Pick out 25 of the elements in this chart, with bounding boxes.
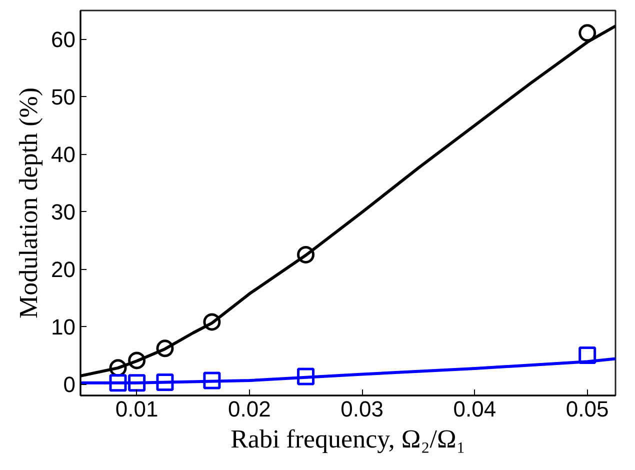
point <box>156 340 174 358</box>
point <box>203 313 221 331</box>
point <box>128 352 146 370</box>
y-tick-label: 0 <box>63 372 76 398</box>
y-tick-label: 10 <box>51 314 76 340</box>
x-tick-label: 0.02 <box>228 396 271 422</box>
x-tick-label: 0.05 <box>566 396 609 422</box>
point <box>297 368 315 386</box>
x-axis-title: Rabi frequency, Ω₂/Ω₁ <box>230 424 466 454</box>
point <box>297 246 315 264</box>
point <box>578 346 596 364</box>
point <box>203 372 221 390</box>
x-tick-label: 0.03 <box>340 396 384 422</box>
y-tick-label: 30 <box>51 200 76 225</box>
y-tick-label: 50 <box>51 84 76 110</box>
y-axis-title: Modulation depth (%) <box>14 87 44 319</box>
x-tick-label: 0.04 <box>453 396 496 422</box>
point <box>156 374 174 392</box>
point <box>109 374 127 392</box>
point <box>578 24 596 42</box>
point <box>128 374 146 392</box>
y-tick-label: 40 <box>51 142 76 168</box>
y-tick-label: 20 <box>51 257 76 282</box>
x-tick-label: 0.01 <box>115 396 158 422</box>
y-tick-label: 60 <box>51 27 76 52</box>
